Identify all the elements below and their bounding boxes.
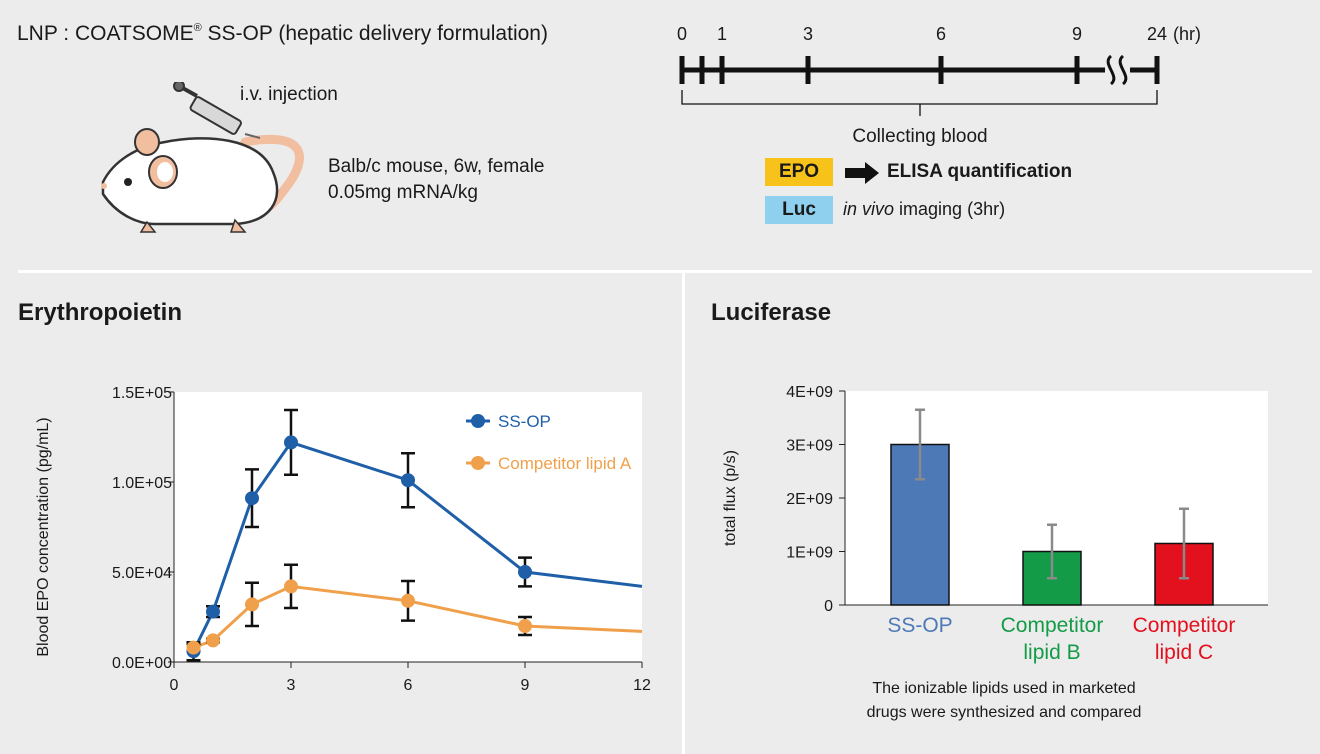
x-tick-label: 6 [404, 677, 413, 694]
mouse-illustration [101, 82, 304, 233]
data-point-0 [284, 435, 298, 450]
y-tick-label: 1.0E+05 [112, 475, 172, 492]
imaging-label: in vivo imaging (3hr) [843, 199, 1006, 219]
x-category-label: Competitor [1001, 614, 1104, 637]
y-tick-label: 1.5E+05 [112, 385, 172, 402]
y-tick-label: 3E+09 [786, 438, 833, 455]
timeline-tick-label: 0 [677, 24, 687, 44]
sampling-timeline: 0 1 3 6 9 24 (hr) Collecting blood [677, 24, 1201, 147]
timeline-unit: (hr) [1173, 24, 1201, 44]
y-tick-label: 0 [824, 598, 833, 615]
vertical-divider [682, 273, 685, 754]
syringe-icon [173, 82, 261, 139]
timeline-tick-label: 24 [1147, 24, 1167, 44]
data-point-1 [245, 597, 259, 612]
timeline-tick-label: 6 [936, 24, 946, 44]
error-bar [1047, 523, 1057, 580]
x-category-label: lipid C [1155, 641, 1213, 664]
y-tick-label: 1E+09 [786, 545, 833, 562]
x-tick-label: 9 [521, 677, 530, 694]
legend-label: Competitor lipid A [498, 454, 632, 473]
data-point-0 [518, 565, 532, 579]
epo-tag: EPO [765, 158, 833, 186]
legend-marker [471, 456, 485, 470]
luc-tag: Luc [765, 196, 833, 224]
timeline-tick-label: 1 [717, 24, 727, 44]
y-tick-label: 2E+09 [786, 491, 833, 508]
data-point-0 [401, 473, 415, 488]
mouse-description: Balb/c mouse, 6w, female 0.05mg mRNA/kg [328, 156, 545, 203]
legend-label: SS-OP [498, 412, 551, 431]
luc-section-title: Luciferase [711, 299, 832, 326]
epo-section-title: Erythropoietin [18, 299, 183, 326]
x-category-label: Competitor [1133, 614, 1236, 637]
timeline-break-icon [1106, 54, 1128, 86]
data-point-1 [401, 593, 415, 608]
data-point-0 [245, 491, 259, 506]
right-arrow-icon [845, 162, 879, 184]
x-category-label: lipid B [1023, 641, 1080, 664]
error-bar [1179, 507, 1189, 580]
page-title: LNP : COATSOME® SS-OP (hepatic delivery … [17, 22, 548, 45]
horizontal-divider [18, 270, 1312, 273]
epo-line-chart: 0.0E+00 5.0E+04 1.0E+05 1.5E+05 0 3 6 9 12 Blood … [35, 385, 651, 694]
collect-bracket [681, 90, 1158, 116]
x-category-label: SS-OP [887, 614, 952, 637]
collecting-blood-label: Collecting blood [852, 126, 987, 147]
injection-label: i.v. injection [240, 84, 338, 105]
luciferase-bar-chart: 0 1E+09 2E+09 3E+09 4E+09 total flux (p/s) SS-… [722, 384, 1268, 664]
error-bar [915, 408, 925, 481]
data-point-1 [206, 633, 220, 648]
data-point-1 [186, 640, 201, 655]
y-tick-label: 4E+09 [786, 384, 833, 401]
x-tick-label: 12 [633, 677, 651, 694]
y-axis-label: total flux (p/s) [722, 450, 739, 546]
y-axis-label: Blood EPO concentration (pg/mL) [35, 417, 52, 656]
x-tick-label: 0 [170, 677, 179, 694]
x-tick-label: 3 [287, 677, 296, 694]
timeline-tick-label: 9 [1072, 24, 1082, 44]
y-tick-label: 0.0E+00 [112, 655, 172, 672]
y-tick-label: 5.0E+04 [112, 565, 172, 582]
data-point-0 [206, 604, 220, 619]
timeline-tick-label: 3 [803, 24, 813, 44]
legend-marker [471, 414, 485, 428]
data-point-1 [284, 579, 298, 594]
luciferase-note: The ionizable lipids used in marketed dr… [866, 680, 1142, 721]
data-point-1 [518, 619, 532, 633]
elisa-label: ELISA quantification [887, 161, 1073, 182]
